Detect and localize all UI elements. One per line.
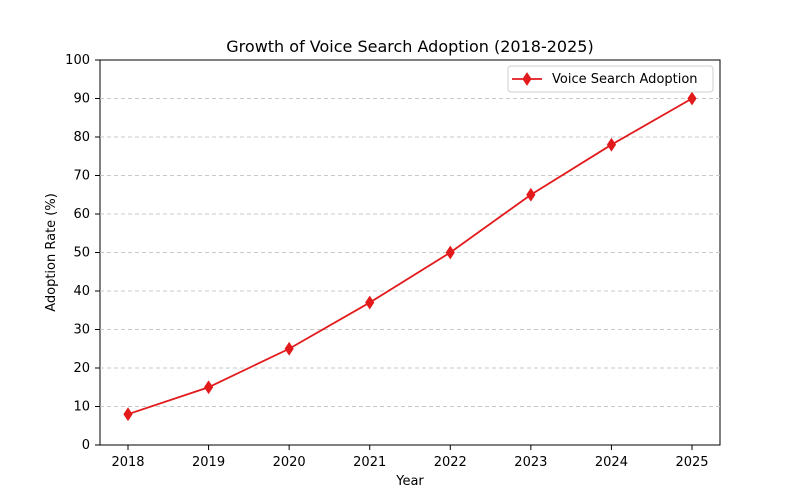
data-point-marker	[606, 137, 617, 152]
grid-lines	[100, 98, 720, 407]
data-point-marker	[365, 295, 375, 310]
y-tick-label: 50	[73, 246, 90, 261]
x-tick-label: 2020	[273, 455, 306, 470]
x-tick-label: 2022	[434, 455, 467, 470]
legend: Voice Search Adoption	[507, 65, 714, 93]
series-layer	[123, 91, 697, 422]
x-tick-label: 2019	[192, 455, 225, 470]
y-tick-label: 60	[73, 207, 90, 222]
y-tick-label: 40	[73, 284, 90, 299]
y-tick-label: 100	[65, 53, 90, 68]
series-line	[127, 97, 693, 416]
data-point-marker	[526, 187, 536, 202]
data-point-marker	[445, 245, 455, 260]
x-tick-label: 2018	[111, 455, 144, 470]
y-axis-label: Adoption Rate (%)	[44, 193, 59, 312]
y-tick-label: 0	[82, 438, 90, 453]
data-point-marker	[687, 91, 697, 106]
chart-title: Growth of Voice Search Adoption (2018-20…	[226, 37, 593, 56]
x-tick-label: 2024	[595, 455, 628, 470]
data-point-marker	[123, 407, 133, 422]
legend-marker-diamond	[522, 72, 532, 86]
x-tick-label: 2025	[675, 455, 708, 470]
data-point-marker	[203, 380, 214, 395]
y-axis-ticks: 0 10 20 30 40 50 60 70 80 90 100	[65, 53, 100, 453]
y-tick-label: 30	[73, 323, 90, 338]
x-axis-label: Year	[395, 474, 424, 489]
y-tick-label: 80	[73, 130, 90, 145]
data-point-marker	[284, 341, 294, 356]
x-axis-ticks: 2018 2019 2020 2021 2022 2023 2024 2025	[111, 445, 709, 470]
x-tick-label: 2023	[514, 455, 547, 470]
y-tick-label: 90	[73, 92, 90, 107]
y-tick-label: 10	[73, 400, 90, 415]
y-tick-label: 20	[73, 361, 90, 376]
y-tick-label: 70	[73, 169, 90, 184]
legend-label: Voice Search Adoption	[552, 72, 698, 87]
x-tick-label: 2021	[353, 455, 386, 470]
legend-box	[507, 65, 714, 93]
